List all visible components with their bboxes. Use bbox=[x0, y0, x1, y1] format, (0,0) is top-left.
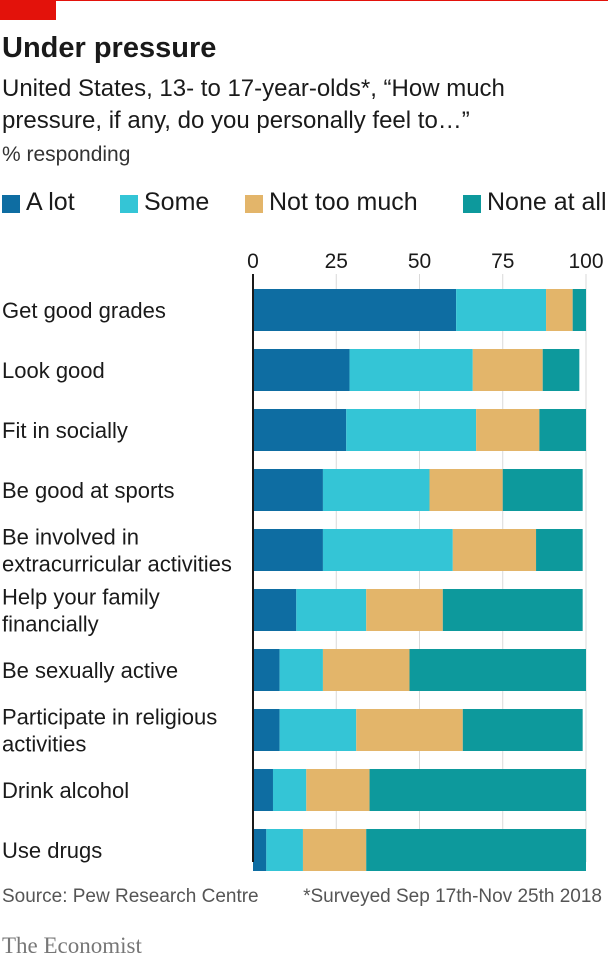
bar-segment bbox=[279, 649, 323, 691]
legend-swatch-a-lot bbox=[2, 195, 20, 213]
bar-segment bbox=[409, 649, 586, 691]
category-label: Fit in socially bbox=[2, 418, 128, 443]
category-label-line: Be involved in bbox=[2, 525, 139, 550]
category-label-line: Help your family bbox=[2, 585, 160, 610]
category-label: Be involved in extracurricular activities bbox=[2, 525, 232, 577]
bar-segment bbox=[253, 649, 280, 691]
bar-segment bbox=[253, 769, 273, 811]
bar-segment bbox=[502, 469, 583, 511]
legend-label-some: Some bbox=[144, 188, 210, 216]
legend-label-none-at-all: None at all bbox=[487, 188, 607, 216]
bar-segment bbox=[322, 649, 410, 691]
legend: A lot Some Not too much None at all bbox=[2, 186, 608, 218]
bar-segment bbox=[356, 709, 463, 751]
bar-segment bbox=[253, 709, 280, 751]
survey-note: *Surveyed Sep 17th-Nov 25th 2018 bbox=[303, 886, 602, 907]
bar-segment bbox=[253, 589, 297, 631]
category-label-line: extracurricular activities bbox=[2, 552, 232, 577]
category-label: Look good bbox=[2, 358, 105, 383]
legend-swatch-none-at-all bbox=[463, 195, 481, 213]
bar-segment bbox=[306, 769, 370, 811]
bar-segment bbox=[253, 349, 350, 391]
category-label-line: financially bbox=[2, 612, 99, 637]
bar-segment bbox=[253, 469, 323, 511]
bar-segment bbox=[472, 349, 543, 391]
bar-segment bbox=[546, 289, 573, 331]
category-label-line: Be sexually active bbox=[2, 658, 178, 683]
bar-segment bbox=[572, 289, 586, 331]
legend-swatch-not-too-much bbox=[245, 195, 263, 213]
bar-segment bbox=[349, 349, 473, 391]
bar-segment bbox=[366, 589, 443, 631]
unit-label: % responding bbox=[2, 143, 131, 166]
category-label: Help your family financially bbox=[2, 585, 160, 637]
category-label: Get good grades bbox=[2, 298, 166, 323]
bar-segment bbox=[322, 469, 430, 511]
bar-segment bbox=[322, 529, 453, 571]
red-tag bbox=[0, 0, 56, 20]
chart-subtitle: United States, 13- to 17-year-olds*, “Ho… bbox=[2, 75, 505, 134]
legend-swatch-some bbox=[120, 195, 138, 213]
brand-logo: The Economist bbox=[2, 933, 142, 958]
bar-segment bbox=[476, 409, 540, 451]
bar-segment bbox=[369, 769, 586, 811]
legend-label-a-lot: A lot bbox=[26, 188, 75, 216]
stacked-bar-chart: 0 25 50 75 100 Get good grades Look good Fit in… bbox=[2, 250, 604, 871]
bar-segment bbox=[542, 349, 580, 391]
bar-segment bbox=[442, 589, 583, 631]
category-label: Drink alcohol bbox=[2, 778, 129, 803]
bar-segment bbox=[253, 409, 347, 451]
bar-segment bbox=[253, 829, 267, 871]
top-rule bbox=[0, 0, 608, 1]
chart-title: Under pressure bbox=[2, 32, 217, 64]
x-tick-label: 75 bbox=[491, 250, 514, 273]
x-tick-label: 0 bbox=[247, 250, 259, 273]
bar-segment bbox=[266, 829, 303, 871]
bar-segment bbox=[253, 289, 457, 331]
category-label-line: Fit in socially bbox=[2, 418, 128, 443]
category-label-line: Use drugs bbox=[2, 838, 102, 863]
category-label: Use drugs bbox=[2, 838, 102, 863]
category-label: Be sexually active bbox=[2, 658, 178, 683]
bar-segment bbox=[253, 529, 323, 571]
bar-segment bbox=[456, 289, 547, 331]
x-tick-label: 50 bbox=[408, 250, 431, 273]
bar-segment bbox=[272, 769, 307, 811]
category-label: Be good at sports bbox=[2, 478, 174, 503]
bar-segment bbox=[452, 529, 537, 571]
category-label: Participate in religious activities bbox=[2, 705, 217, 757]
x-tick-label: 100 bbox=[568, 250, 603, 273]
category-label-line: Be good at sports bbox=[2, 478, 174, 503]
bar-segment bbox=[536, 529, 583, 571]
category-label-line: activities bbox=[2, 732, 86, 757]
category-label-line: Look good bbox=[2, 358, 105, 383]
bar-segment bbox=[366, 829, 586, 871]
x-tick-label: 25 bbox=[325, 250, 348, 273]
bar-segment bbox=[539, 409, 586, 451]
bar-segment bbox=[346, 409, 477, 451]
legend-label-not-too-much: Not too much bbox=[269, 188, 418, 216]
category-label-line: Participate in religious bbox=[2, 705, 217, 730]
bar-segment bbox=[279, 709, 357, 751]
category-label-line: Drink alcohol bbox=[2, 778, 129, 803]
category-label-line: Get good grades bbox=[2, 298, 166, 323]
bar-segment bbox=[296, 589, 367, 631]
bar-segment bbox=[462, 709, 583, 751]
bar-segment bbox=[429, 469, 503, 511]
bar-segment bbox=[302, 829, 367, 871]
source-note: Source: Pew Research Centre bbox=[2, 886, 259, 907]
